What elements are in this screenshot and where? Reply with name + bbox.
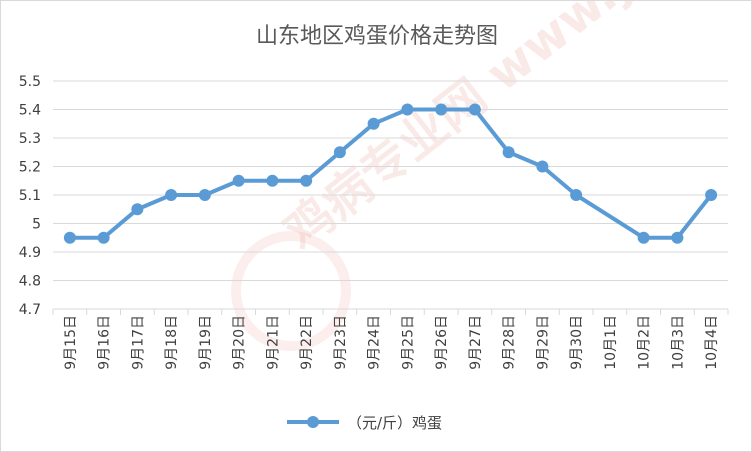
y-axis-ticks: 5.5 5.4 5.3 5.2 5.1 5 4.9 4.8 4.7 — [19, 74, 41, 318]
x-tick-label: 9月19日 — [198, 315, 214, 370]
x-axis-ticks: 9月15日 9月16日 9月17日 9月18日 9月19日 9月20日 9月21日 9月22日… — [63, 315, 720, 370]
x-tick-label: 9月21日 — [265, 315, 281, 370]
y-tick-label: 4.7 — [19, 302, 41, 318]
data-point — [570, 189, 583, 201]
data-point — [300, 174, 313, 187]
y-tick-label: 4.9 — [19, 245, 41, 261]
data-point — [165, 189, 178, 201]
x-tick-label: 9月22日 — [299, 315, 315, 370]
data-point — [266, 174, 279, 187]
x-tick-label: 9月23日 — [333, 315, 349, 370]
legend-label: （元/斤）鸡蛋 — [347, 414, 442, 432]
y-tick-label: 5.2 — [19, 160, 41, 176]
y-tick-label: 5.1 — [19, 188, 41, 204]
x-tick-label: 9月25日 — [400, 315, 416, 370]
data-point — [637, 231, 650, 244]
x-tick-label: 9月27日 — [468, 315, 484, 370]
y-tick-label: 5 — [32, 217, 41, 233]
x-tick-label: 10月1日 — [603, 315, 619, 370]
data-point — [502, 146, 515, 159]
x-tick-label: 9月20日 — [232, 315, 248, 370]
x-tick-label: 9月29日 — [535, 315, 551, 370]
data-point — [401, 103, 414, 116]
x-tick-label: 9月18日 — [164, 315, 180, 370]
legend-marker — [307, 416, 319, 428]
y-tick-label: 5.4 — [19, 103, 41, 119]
x-tick-label: 9月26日 — [434, 315, 450, 370]
x-tick-label: 9月16日 — [97, 315, 113, 370]
chart-title: 山东地区鸡蛋价格走势图 — [256, 24, 498, 49]
data-point — [671, 231, 684, 244]
data-point — [198, 189, 211, 201]
data-point — [232, 174, 245, 187]
x-tick-label: 9月17日 — [130, 315, 146, 370]
data-point — [333, 146, 346, 159]
x-tick-label: 9月15日 — [63, 315, 79, 370]
data-point — [435, 103, 448, 116]
legend: （元/斤）鸡蛋 — [287, 414, 442, 432]
data-point — [468, 103, 481, 116]
x-tick-label: 10月4日 — [704, 315, 720, 370]
x-tick-label: 10月3日 — [670, 315, 686, 370]
data-point — [63, 231, 76, 244]
gridlines — [52, 80, 729, 315]
data-point — [536, 160, 549, 173]
y-tick-label: 5.5 — [19, 74, 41, 90]
data-point — [131, 203, 144, 216]
data-point — [367, 117, 380, 130]
x-tick-label: 9月30日 — [569, 315, 585, 370]
x-tick-label: 9月24日 — [367, 315, 383, 370]
x-tick-label: 9月28日 — [502, 315, 518, 370]
x-tick-label: 10月2日 — [637, 315, 653, 370]
series-eggs — [63, 103, 718, 244]
y-tick-label: 5.3 — [19, 131, 41, 147]
y-tick-label: 4.8 — [19, 274, 41, 290]
data-point — [97, 231, 110, 244]
data-point — [705, 189, 718, 201]
